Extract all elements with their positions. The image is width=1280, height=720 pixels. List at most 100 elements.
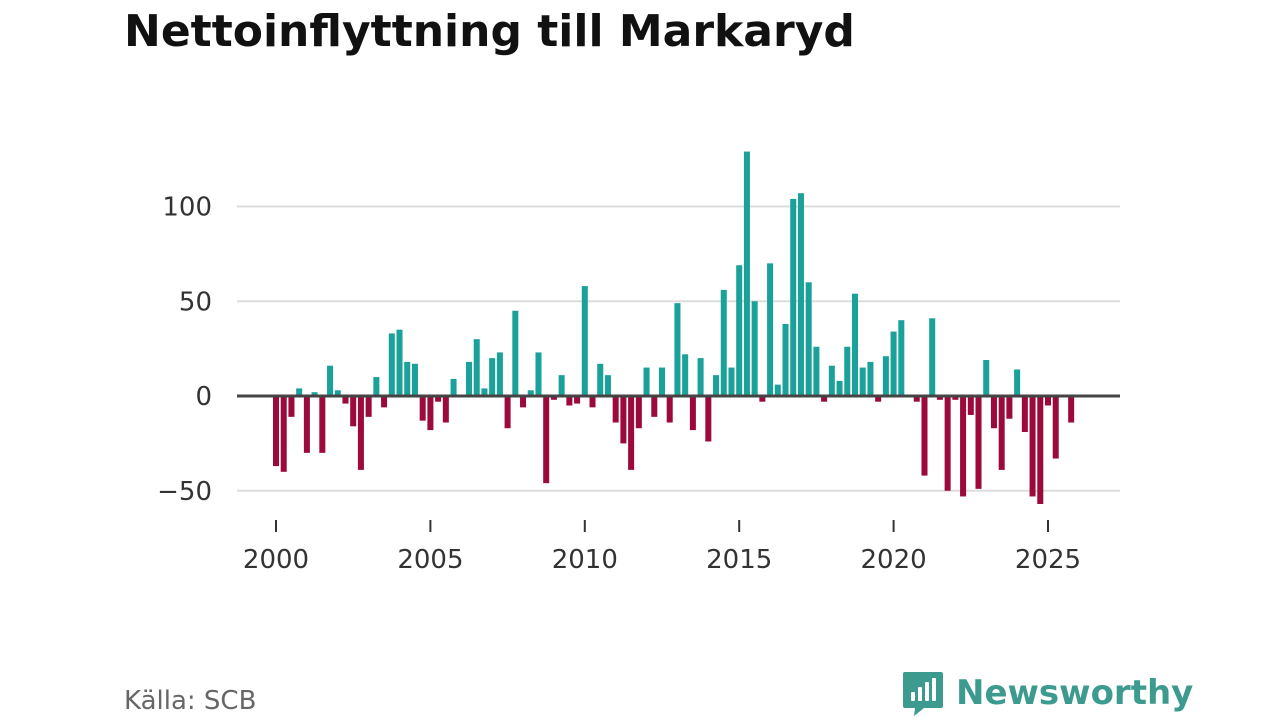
bar: [913, 396, 920, 402]
bar: [689, 396, 696, 431]
bar: [566, 396, 573, 406]
bar: [651, 396, 658, 417]
bar: [404, 361, 411, 396]
bar: [1014, 369, 1021, 396]
bar: [543, 396, 550, 484]
bar: [643, 367, 650, 396]
bar: [720, 289, 727, 396]
bar: [929, 318, 936, 396]
bar: [435, 396, 442, 402]
x-tick-label: 2005: [397, 545, 463, 575]
bar: [558, 375, 565, 396]
bar: [628, 396, 635, 470]
bar: [836, 380, 843, 396]
bar: [342, 396, 349, 404]
bar: [782, 323, 789, 396]
bar: [280, 396, 287, 472]
source-label: Källa: SCB: [124, 686, 257, 716]
y-tick-label: 0: [195, 382, 212, 412]
bar: [357, 396, 364, 470]
bar: [898, 320, 905, 396]
bar: [1029, 396, 1036, 497]
bar: [705, 396, 712, 442]
bar: [303, 396, 310, 453]
bar: [774, 384, 781, 396]
bar: [658, 367, 666, 396]
bar: [373, 377, 380, 396]
x-tick-label: 2025: [1015, 545, 1081, 575]
bar: [736, 265, 743, 396]
bar: [612, 396, 619, 423]
bar: [311, 392, 318, 396]
bar: [1068, 396, 1075, 423]
bar: [496, 352, 503, 396]
bar: [589, 396, 596, 408]
bar: [960, 396, 967, 497]
bar: [767, 263, 774, 396]
bar: [952, 396, 959, 400]
bar: [520, 396, 527, 408]
bar: [512, 310, 519, 396]
bar: [697, 358, 704, 396]
bar: [442, 396, 449, 423]
bar: [921, 396, 928, 476]
bar-chart: −50 0 50 100 2000 2005 2010 2015 2020 2025: [157, 151, 1120, 575]
bar: [327, 365, 334, 396]
bar: [759, 396, 766, 402]
bar: [936, 396, 943, 400]
bar: [365, 396, 372, 417]
brand-name: Newsworthy: [956, 673, 1194, 713]
bar: [713, 375, 720, 396]
bar: [504, 396, 511, 429]
bar: [890, 331, 897, 396]
brand-logo[interactable]: Newsworthy: [902, 670, 1193, 716]
bar: [427, 396, 434, 431]
bar: [1052, 396, 1059, 459]
bar: [682, 354, 689, 396]
bar: [967, 396, 974, 415]
bar: [581, 286, 588, 396]
newsworthy-logo-icon: [903, 672, 943, 716]
bar: [350, 396, 357, 427]
bar: [604, 375, 611, 396]
bar: [597, 363, 604, 396]
bar: [666, 396, 673, 423]
bar: [635, 396, 642, 429]
bar: [272, 396, 280, 467]
bar: [983, 360, 990, 396]
bar: [797, 193, 804, 396]
bar: [411, 363, 418, 396]
bar: [396, 329, 403, 396]
bar: [381, 396, 388, 408]
bar: [990, 396, 997, 429]
bar: [535, 352, 542, 396]
bar: [489, 358, 496, 396]
bar: [473, 339, 480, 396]
bar: [1006, 396, 1013, 419]
bar: [388, 333, 395, 396]
bar: [828, 365, 835, 396]
bar: [882, 356, 889, 396]
x-tick-label: 2000: [243, 545, 309, 575]
y-tick-label: 50: [179, 287, 212, 317]
bar: [805, 282, 812, 396]
bar: [574, 396, 581, 404]
bar: [527, 390, 534, 396]
bar: [620, 396, 627, 444]
axis-layer: −50 0 50 100 2000 2005 2010 2015 2020 2025: [157, 193, 1120, 575]
bar: [728, 367, 735, 396]
bar: [296, 388, 303, 396]
bar: [998, 396, 1005, 470]
bar: [944, 396, 951, 491]
y-tick-label: 100: [162, 193, 212, 223]
bar: [867, 361, 874, 396]
bar: [419, 396, 426, 421]
bar: [319, 396, 326, 453]
bar: [465, 361, 473, 396]
bar: [790, 198, 797, 396]
bar: [975, 396, 982, 489]
bar: [674, 303, 681, 396]
bar: [1037, 396, 1044, 505]
x-tick-label: 2010: [552, 545, 618, 575]
bar: [1044, 396, 1052, 406]
